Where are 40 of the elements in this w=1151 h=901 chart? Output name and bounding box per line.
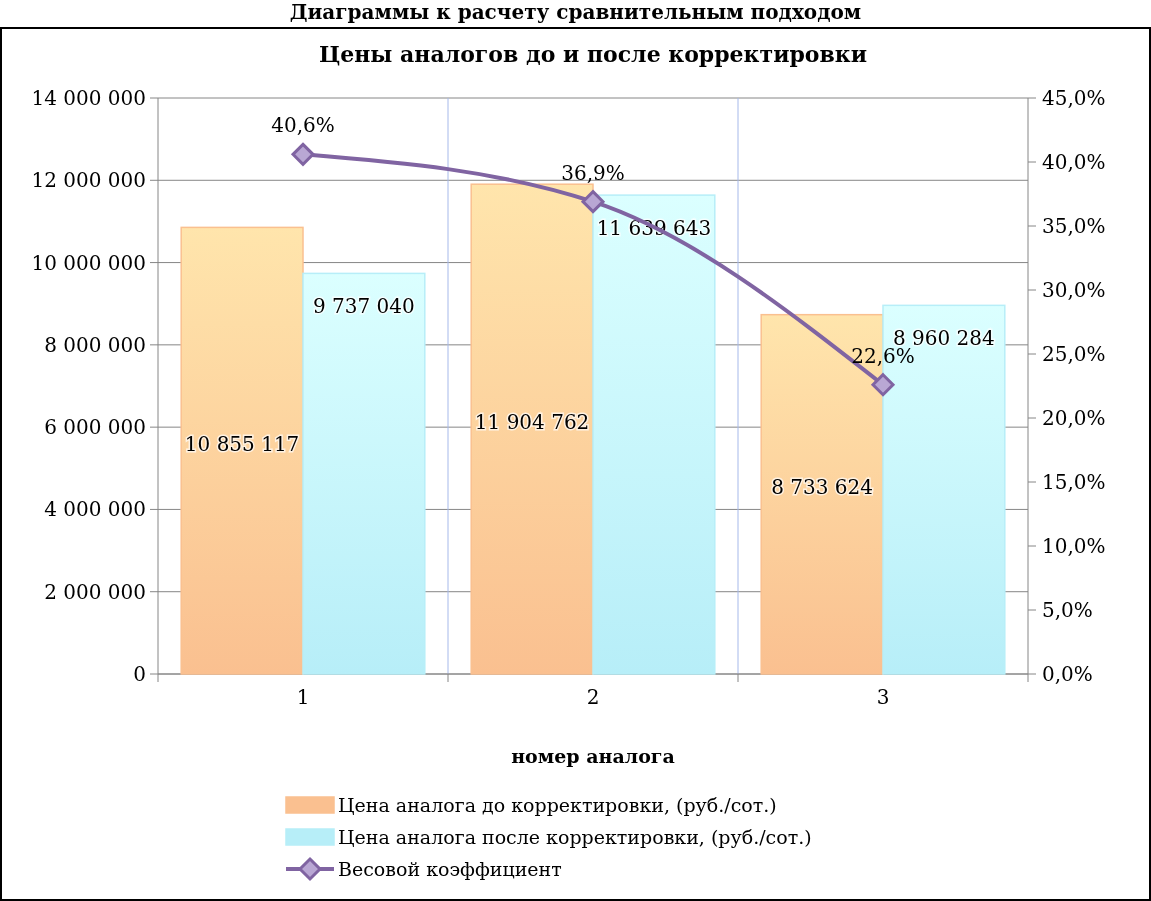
bar <box>470 183 594 675</box>
y2-tick-label: 35,0% <box>1042 214 1106 238</box>
y2-tick-label: 10,0% <box>1042 534 1106 558</box>
y-tick-label: 12 000 000 <box>31 168 146 193</box>
point <box>291 142 315 166</box>
y-tick-label: 8 000 000 <box>44 332 146 357</box>
bar <box>592 194 716 675</box>
y2-tick-label: 30,0% <box>1042 278 1106 302</box>
x-tick-label: 1 <box>296 685 310 709</box>
bar <box>302 272 426 675</box>
data-label: 8 733 624 <box>771 475 873 500</box>
y2-tick-label: 0,0% <box>1042 662 1093 686</box>
y2-tick-label: 40,0% <box>1042 150 1106 174</box>
x-tick-label: 2 <box>586 685 600 709</box>
y2-tick-label: 5,0% <box>1042 598 1093 622</box>
data-label: 40,6% <box>271 113 335 138</box>
data-label: 9 737 040 <box>313 294 415 319</box>
y-tick-label: 4 000 000 <box>44 497 146 522</box>
y-tick-label: 0 <box>133 662 146 686</box>
data-label: 11 904 762 <box>474 410 590 435</box>
x-axis-title: номер аналога <box>511 745 675 767</box>
point <box>581 190 605 214</box>
legend-label: Цена аналога до корректировки, (руб./сот.) <box>338 793 777 816</box>
chart-title: Цены аналогов до и после корректировки <box>319 41 867 67</box>
legend-label: Цена аналога после корректировки, (руб./сот.) <box>338 825 812 848</box>
y2-tick-label: 15,0% <box>1042 470 1106 494</box>
y-tick-label: 6 000 000 <box>44 415 146 440</box>
data-label: 36,9% <box>561 160 625 185</box>
y2-tick-label: 45,0% <box>1042 86 1106 110</box>
y-tick-label: 2 000 000 <box>44 579 146 604</box>
legend-label: Весовой коэффициент <box>338 857 562 880</box>
y2-tick-label: 25,0% <box>1042 342 1106 366</box>
point <box>871 373 895 397</box>
y-tick-label: 14 000 000 <box>31 86 146 110</box>
text: Диаграммы к расчету сравнительным подходом <box>289 0 862 25</box>
bar <box>180 226 304 675</box>
y2-tick-label: 20,0% <box>1042 406 1106 430</box>
x-tick-label: 3 <box>876 685 890 709</box>
data-label: 10 855 117 <box>184 431 300 456</box>
y-tick-label: 10 000 000 <box>31 250 146 275</box>
